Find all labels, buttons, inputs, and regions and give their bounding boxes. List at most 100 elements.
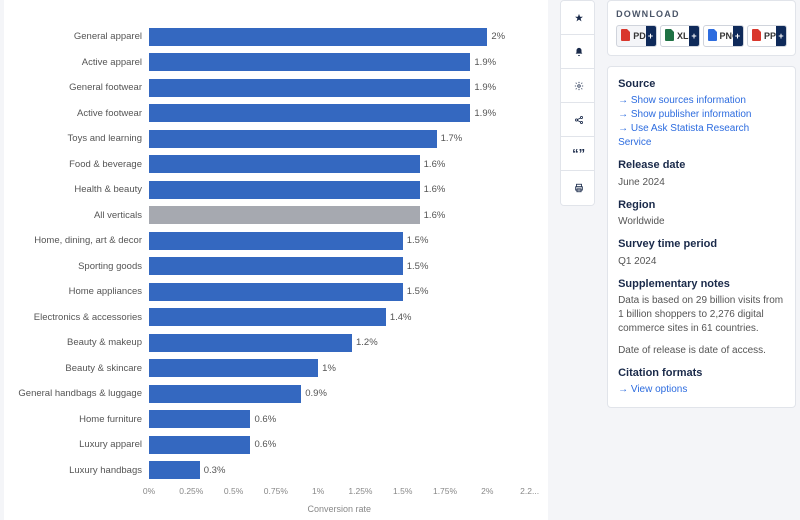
x-tick: 2% [481,486,493,496]
region-value: Worldwide [618,215,785,229]
bar[interactable]: 0.9% [149,385,301,403]
bar-track: 1.9% [149,104,530,122]
download-pdf-button[interactable]: PDF+ [616,25,656,47]
plus-icon: + [689,26,699,46]
bar-track: 1.6% [149,155,530,173]
file-icon [708,29,718,43]
bar-label: Beauty & skincare [14,363,149,374]
bar[interactable]: 1.5% [149,283,403,301]
download-panel: DOWNLOAD PDF+XLS+PNG+PPT+ [607,0,796,56]
bar[interactable]: 1% [149,359,318,377]
bar-label: General footwear [14,82,149,93]
bar-label: Home furniture [14,414,149,425]
conversion-bar-chart: General apparel2%Active apparel1.9%Gener… [14,24,530,484]
share-button[interactable] [561,103,595,137]
source-link[interactable]: Show sources information [618,94,785,108]
x-tick: 0.75% [264,486,288,496]
bar[interactable]: 0.3% [149,461,200,479]
bar[interactable]: 0.6% [149,410,250,428]
x-tick: 0.5% [224,486,243,496]
bar-track: 1.5% [149,257,530,275]
bar-track: 0.6% [149,410,530,428]
bar-row: Active apparel1.9% [14,50,530,76]
bar-label: Health & beauty [14,184,149,195]
bar-value-label: 1.9% [470,53,496,71]
research-service-link[interactable]: Use Ask Statista Research Service [618,122,785,150]
bar-row: Beauty & skincare1% [14,356,530,382]
region-heading: Region [618,198,785,213]
bar-row: Toys and learning1.7% [14,126,530,152]
bar[interactable]: 1.2% [149,334,352,352]
bar-value-label: 1.5% [403,283,429,301]
bar[interactable]: 1.9% [149,104,470,122]
download-heading: DOWNLOAD [616,9,787,19]
bar-track: 1.4% [149,308,530,326]
print-button[interactable] [561,171,595,205]
bar-label: Luxury apparel [14,439,149,450]
bar-track: 0.3% [149,461,530,479]
bar-label: Active apparel [14,57,149,68]
x-axis-title: Conversion rate [149,504,530,514]
bar-value-label: 0.3% [200,461,226,479]
x-tick: 1.25% [348,486,372,496]
bar[interactable]: 1.5% [149,257,403,275]
survey-heading: Survey time period [618,237,785,252]
citation-link[interactable]: View options [618,383,785,397]
file-icon [621,29,631,43]
bar[interactable]: 0.6% [149,436,250,454]
bar-label: Home, dining, art & decor [14,235,149,246]
bar-value-label: 1.7% [437,130,463,148]
bar-label: Luxury handbags [14,465,149,476]
bar-row: Health & beauty1.6% [14,177,530,203]
bar-row: Food & beverage1.6% [14,152,530,178]
citation-heading: Citation formats [618,366,785,381]
bar-row: All verticals1.6% [14,203,530,229]
bar-label: Toys and learning [14,133,149,144]
x-tick: 0% [143,486,155,496]
download-png-button[interactable]: PNG+ [703,25,743,47]
bar-track: 0.9% [149,385,530,403]
bar-track: 1.7% [149,130,530,148]
plus-icon: + [776,26,786,46]
bar-value-label: 2% [487,28,505,46]
bar[interactable]: 1.6% [149,206,420,224]
bar-row: Electronics & accessories1.4% [14,305,530,331]
notify-button[interactable] [561,35,595,69]
bar[interactable]: 1.9% [149,53,470,71]
file-icon [752,29,762,43]
download-ppt-button[interactable]: PPT+ [747,25,787,47]
bar[interactable]: 1.6% [149,155,420,173]
x-tick: 1% [312,486,324,496]
plus-icon: + [646,26,656,46]
x-tick: 2.2... [520,486,539,496]
bar-label: Home appliances [14,286,149,297]
bar-row: Sporting goods1.5% [14,254,530,280]
bar-row: General footwear1.9% [14,75,530,101]
bar-value-label: 0.6% [250,436,276,454]
notes-heading: Supplementary notes [618,277,785,292]
x-tick: 0.25% [179,486,203,496]
bar[interactable]: 1.4% [149,308,386,326]
bar-row: General apparel2% [14,24,530,50]
bar[interactable]: 1.9% [149,79,470,97]
release-heading: Release date [618,158,785,173]
bar[interactable]: 1.5% [149,232,403,250]
source-heading: Source [618,77,785,92]
bar-track: 1.6% [149,206,530,224]
bar-value-label: 1.4% [386,308,412,326]
cite-button[interactable]: “” [561,137,595,171]
publisher-link[interactable]: Show publisher information [618,108,785,122]
bar-label: Food & beverage [14,159,149,170]
bar[interactable]: 2% [149,28,487,46]
bar-track: 1.2% [149,334,530,352]
bar-row: Home furniture0.6% [14,407,530,433]
bar-track: 1.5% [149,232,530,250]
download-xls-button[interactable]: XLS+ [660,25,700,47]
bar[interactable]: 1.7% [149,130,437,148]
bar-track: 2% [149,28,530,46]
bar[interactable]: 1.6% [149,181,420,199]
notes-value: Data is based on 29 billion visits from … [618,294,785,336]
bar-label: Sporting goods [14,261,149,272]
settings-button[interactable] [561,69,595,103]
favorite-button[interactable] [561,1,595,35]
